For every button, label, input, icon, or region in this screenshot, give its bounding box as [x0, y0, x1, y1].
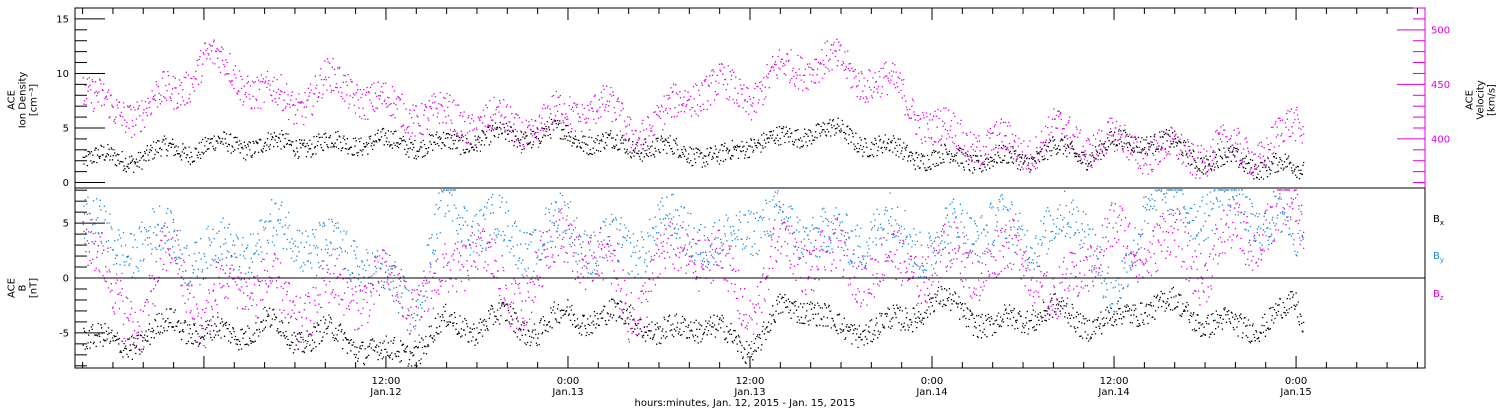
axes-layer: 051015400450500-50512:00Jan.120:00Jan.13… — [7, 7, 1498, 398]
legend-bx: Bx — [1433, 214, 1444, 227]
x-tick-date-label: Jan.15 — [1279, 387, 1311, 398]
b-by-points — [82, 189, 1305, 332]
density-tick-label: 5 — [63, 124, 69, 135]
legend-bz: Bz — [1433, 289, 1444, 302]
legend-subscript: z — [1440, 294, 1444, 302]
legend-subscript: x — [1440, 219, 1444, 227]
velocity-axis-label-line: Velocity — [1476, 80, 1487, 119]
density-tick-label: 10 — [56, 69, 69, 80]
density-tick-label: 0 — [63, 178, 69, 189]
panel1-border — [74, 7, 1426, 189]
b-bz-points — [82, 189, 1305, 352]
legend-subscript: y — [1440, 256, 1444, 264]
velocity-axis-label: ACE Velocity [km/s] — [1465, 80, 1498, 119]
velocity-points — [82, 38, 1305, 179]
density-velocity-panel — [74, 7, 1426, 189]
x-tick-date-label: Jan.12 — [369, 387, 401, 398]
velocity-axis-label-line: ACE — [1465, 90, 1476, 110]
velocity-tick-label: 450 — [1431, 80, 1450, 91]
x-tick-date-label: Jan.14 — [1097, 387, 1129, 398]
x-tick-time-label: 12:00 — [372, 376, 401, 387]
legend-label: B — [1433, 289, 1440, 300]
x-tick-time-label: 0:00 — [1285, 376, 1307, 387]
b-axis-label-line: [nT] — [29, 278, 40, 298]
density-axis-label-line: ACE — [7, 90, 18, 110]
x-tick-time-label: 12:00 — [1100, 376, 1129, 387]
legend-by: By — [1433, 251, 1444, 264]
legend-label: B — [1433, 214, 1440, 225]
x-tick-time-label: 0:00 — [557, 376, 579, 387]
density-axis-label: ACE Ion Density [cm⁻³] — [7, 72, 40, 129]
b-axis-label-line: B — [18, 284, 29, 291]
b-axis-label: ACE B [nT] — [7, 278, 40, 298]
b-axis-label-line: ACE — [7, 278, 18, 298]
density-axis-label-line: [cm⁻³] — [29, 84, 40, 116]
x-tick-date-label: Jan.13 — [733, 387, 765, 398]
data-points-layer — [82, 38, 1305, 367]
x-tick-time-label: 12:00 — [736, 376, 765, 387]
density-tick-label: 15 — [56, 14, 69, 25]
b-tick-label: -5 — [59, 328, 69, 339]
x-tick-time-label: 0:00 — [921, 376, 943, 387]
legend-label: B — [1433, 251, 1440, 262]
ion-density-points — [82, 117, 1305, 181]
x-tick-date-label: Jan.13 — [551, 387, 583, 398]
velocity-axis-label-line: [km/s] — [1487, 84, 1498, 116]
velocity-tick-label: 500 — [1431, 25, 1450, 36]
velocity-tick-label: 400 — [1431, 134, 1450, 145]
density-axis-label-line: Ion Density — [18, 72, 29, 129]
b-tick-label: 5 — [63, 219, 69, 230]
b-tick-label: 0 — [63, 274, 69, 285]
x-axis-title: hours:minutes, Jan. 12, 2015 - Jan. 15, … — [635, 398, 856, 409]
x-tick-date-label: Jan.14 — [915, 387, 947, 398]
b-bx-points — [82, 285, 1305, 367]
